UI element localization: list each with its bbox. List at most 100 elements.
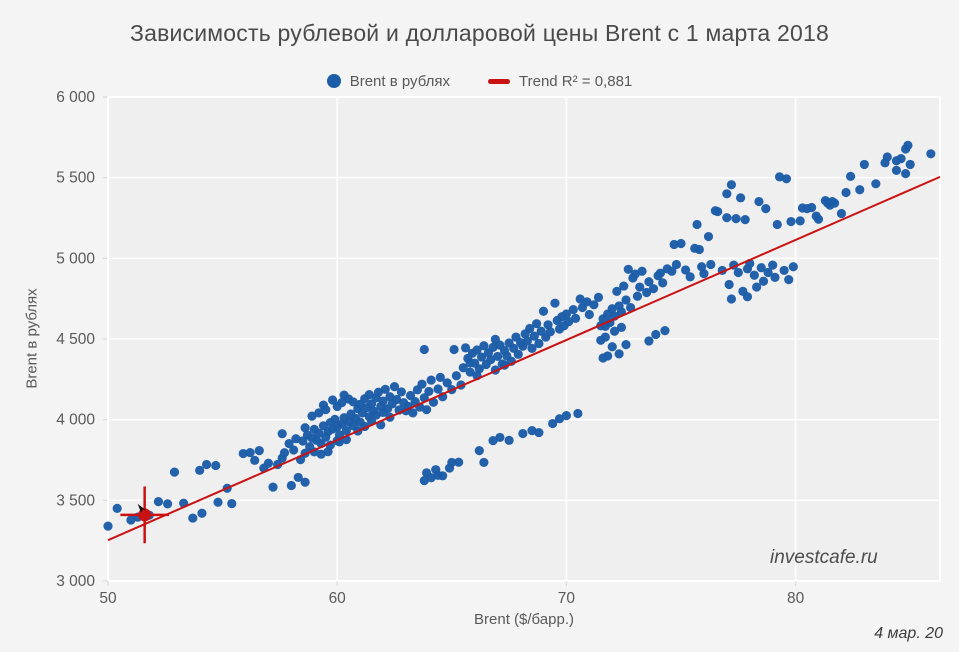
data-point[interactable] bbox=[667, 266, 677, 276]
data-point[interactable] bbox=[676, 238, 686, 249]
data-point[interactable] bbox=[545, 327, 555, 337]
data-point[interactable] bbox=[568, 305, 578, 315]
data-point[interactable] bbox=[763, 267, 773, 278]
data-point[interactable] bbox=[644, 277, 654, 287]
data-point[interactable] bbox=[593, 292, 604, 302]
data-point[interactable] bbox=[807, 202, 817, 213]
data-point[interactable] bbox=[460, 343, 471, 353]
data-point[interactable] bbox=[522, 336, 533, 346]
data-point[interactable] bbox=[692, 219, 702, 230]
data-point[interactable] bbox=[561, 411, 572, 421]
data-point[interactable] bbox=[554, 414, 565, 424]
data-point[interactable] bbox=[254, 446, 264, 456]
data-point[interactable] bbox=[703, 231, 714, 242]
data-point[interactable] bbox=[768, 260, 778, 270]
data-point[interactable] bbox=[529, 331, 539, 341]
data-point[interactable] bbox=[389, 381, 400, 392]
data-point[interactable] bbox=[525, 323, 535, 334]
data-point[interactable] bbox=[669, 239, 679, 250]
data-point[interactable] bbox=[408, 408, 418, 418]
data-point[interactable] bbox=[201, 459, 212, 470]
data-point[interactable] bbox=[749, 270, 759, 280]
data-point[interactable] bbox=[584, 309, 594, 320]
data-point[interactable] bbox=[250, 455, 260, 465]
data-point[interactable] bbox=[263, 458, 274, 468]
data-point[interactable] bbox=[126, 515, 136, 525]
data-point[interactable] bbox=[896, 154, 906, 164]
data-point[interactable] bbox=[488, 436, 498, 446]
data-point[interactable] bbox=[726, 180, 737, 190]
data-point[interactable] bbox=[694, 244, 704, 255]
data-point[interactable] bbox=[380, 384, 390, 394]
data-point[interactable] bbox=[616, 322, 627, 332]
data-point[interactable] bbox=[424, 386, 434, 397]
data-point[interactable] bbox=[772, 219, 782, 230]
data-point[interactable] bbox=[534, 427, 544, 438]
data-point[interactable] bbox=[392, 394, 402, 405]
data-point[interactable] bbox=[733, 267, 743, 278]
data-point[interactable] bbox=[685, 272, 695, 282]
data-point[interactable] bbox=[642, 287, 652, 298]
data-point[interactable] bbox=[882, 152, 892, 162]
data-point[interactable] bbox=[396, 387, 406, 397]
data-point[interactable] bbox=[293, 472, 303, 483]
data-point[interactable] bbox=[713, 206, 723, 217]
data-point[interactable] bbox=[625, 302, 636, 313]
data-point[interactable] bbox=[926, 149, 936, 159]
data-point[interactable] bbox=[891, 165, 902, 176]
data-point[interactable] bbox=[378, 396, 388, 406]
data-point[interactable] bbox=[417, 379, 427, 389]
data-point[interactable] bbox=[268, 482, 278, 492]
data-point[interactable] bbox=[227, 498, 237, 509]
data-point[interactable] bbox=[373, 387, 384, 397]
data-point[interactable] bbox=[486, 355, 496, 365]
data-point[interactable] bbox=[841, 187, 851, 198]
data-point[interactable] bbox=[213, 497, 223, 507]
data-point[interactable] bbox=[421, 405, 432, 415]
data-point[interactable] bbox=[621, 340, 631, 350]
legend-item-trend[interactable]: Trend R² = 0,881 bbox=[488, 73, 632, 90]
data-point[interactable] bbox=[671, 259, 682, 270]
data-point[interactable] bbox=[612, 286, 622, 297]
data-point[interactable] bbox=[442, 378, 452, 388]
data-point[interactable] bbox=[901, 169, 911, 179]
data-point[interactable] bbox=[903, 140, 913, 150]
data-point[interactable] bbox=[465, 367, 475, 377]
data-point[interactable] bbox=[655, 268, 665, 278]
data-point[interactable] bbox=[307, 411, 317, 421]
data-point[interactable] bbox=[575, 294, 585, 304]
data-point[interactable] bbox=[465, 358, 475, 368]
data-point[interactable] bbox=[871, 179, 881, 189]
data-point[interactable] bbox=[855, 185, 865, 195]
data-point[interactable] bbox=[449, 344, 459, 355]
data-point[interactable] bbox=[451, 371, 461, 381]
data-point[interactable] bbox=[758, 276, 769, 286]
data-point[interactable] bbox=[314, 428, 324, 438]
data-point[interactable] bbox=[561, 309, 572, 319]
data-point[interactable] bbox=[438, 471, 448, 481]
data-point[interactable] bbox=[836, 208, 847, 219]
data-point[interactable] bbox=[245, 447, 255, 458]
data-point[interactable] bbox=[589, 300, 599, 310]
data-point[interactable] bbox=[905, 159, 915, 170]
data-point[interactable] bbox=[195, 465, 205, 475]
data-point[interactable] bbox=[761, 204, 771, 214]
data-point[interactable] bbox=[564, 316, 574, 327]
data-point[interactable] bbox=[153, 497, 164, 507]
data-point[interactable] bbox=[779, 265, 789, 276]
data-point[interactable] bbox=[600, 332, 610, 342]
data-point[interactable] bbox=[699, 269, 709, 279]
data-point[interactable] bbox=[658, 278, 668, 288]
data-point[interactable] bbox=[573, 408, 583, 419]
data-point[interactable] bbox=[846, 171, 856, 181]
data-point[interactable] bbox=[300, 423, 310, 433]
data-point[interactable] bbox=[474, 364, 484, 374]
data-point[interactable] bbox=[829, 198, 840, 208]
data-point[interactable] bbox=[479, 457, 489, 468]
data-point[interactable] bbox=[603, 351, 613, 361]
data-point[interactable] bbox=[419, 476, 429, 486]
data-point[interactable] bbox=[731, 214, 741, 224]
data-point[interactable] bbox=[286, 480, 296, 491]
data-point[interactable] bbox=[770, 272, 780, 282]
data-point[interactable] bbox=[609, 326, 620, 336]
